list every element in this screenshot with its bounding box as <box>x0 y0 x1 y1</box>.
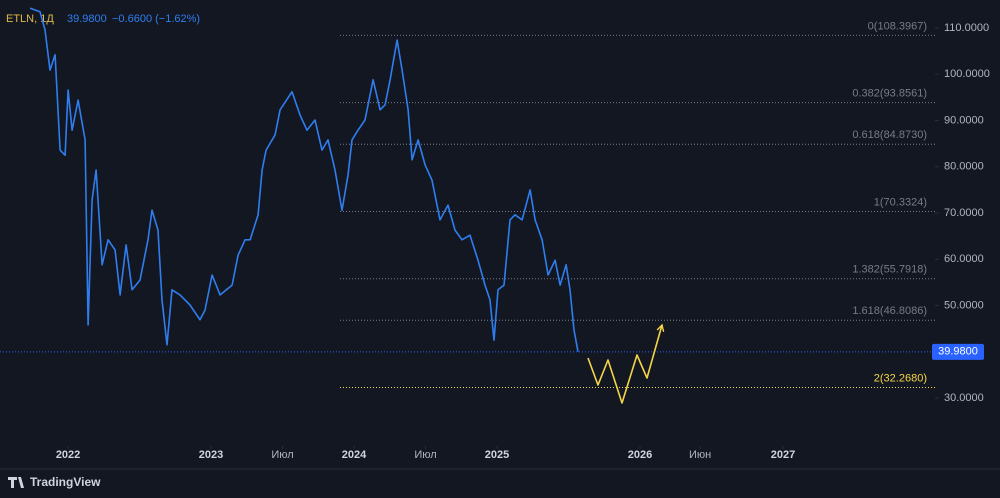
y-tick-label: 90.0000 <box>944 114 984 126</box>
y-tick-label: 70.0000 <box>944 207 984 219</box>
x-tick-label: 2025 <box>485 449 509 461</box>
x-tick-label: 2024 <box>342 449 367 461</box>
symbol: ETLN, 1Д <box>6 13 54 25</box>
fib-label: 0(108.3967) <box>868 20 927 32</box>
x-tick-label: 2026 <box>628 449 652 461</box>
y-tick-label: 100.0000 <box>944 68 990 80</box>
y-tick-label: 80.0000 <box>944 161 984 173</box>
fib-label: 1.382(55.7918) <box>852 264 927 276</box>
y-tick-label: 110.0000 <box>944 22 989 34</box>
x-tick-label: Июн <box>689 449 711 461</box>
x-tick-label: 2027 <box>771 449 795 461</box>
last-price-label: 39.9800 <box>938 346 978 358</box>
price-line <box>29 7 579 352</box>
header-price: 39.9800 <box>67 13 107 25</box>
fib-label: 1(70.3324) <box>874 196 927 208</box>
x-tick-label: 2022 <box>56 449 80 461</box>
y-tick-label: 60.0000 <box>944 253 984 265</box>
fib-label: 0.382(93.8561) <box>852 88 927 100</box>
last-price-box <box>932 343 984 360</box>
y-tick-label: 50.0000 <box>944 299 984 311</box>
brand-name: TradingView <box>30 475 101 489</box>
projection-arrow <box>656 323 665 332</box>
x-tick-label: Июл <box>271 449 293 461</box>
brand-logo <box>8 477 24 488</box>
x-tick-label: Июл <box>414 449 436 461</box>
fib-label: 2(32.2680) <box>874 372 927 384</box>
header-change: −0.6600 (−1.62%) <box>112 13 200 25</box>
fib-label: 1.618(46.8086) <box>852 305 927 317</box>
y-tick-label: 30.0000 <box>944 392 984 404</box>
brand[interactable]: TradingView <box>8 475 101 489</box>
fib-label: 0.618(84.8730) <box>852 129 927 141</box>
projection-line <box>587 324 663 404</box>
x-tick-label: 2023 <box>199 449 223 461</box>
